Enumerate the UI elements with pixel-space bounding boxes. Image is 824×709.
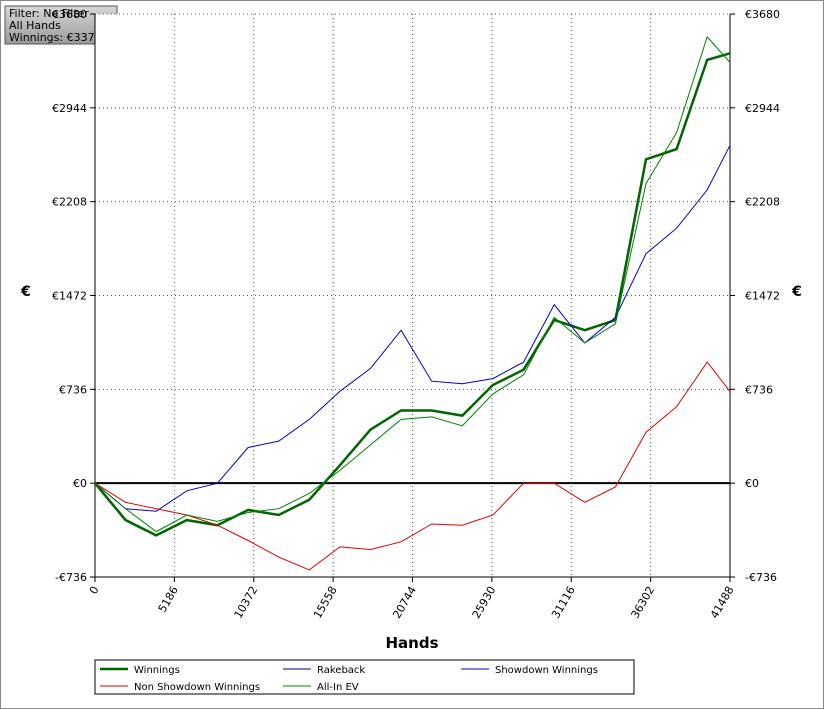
y-tick-label: -€736: [55, 571, 87, 584]
y-tick-label: €3680: [52, 8, 87, 21]
series-line: [94, 52, 731, 537]
legend-label: Showdown Winnings: [495, 665, 598, 676]
legend-label: Rakeback: [317, 665, 365, 676]
series-line: [94, 35, 731, 533]
y-axis-label: €: [20, 284, 31, 300]
y2-axis-label: €: [791, 284, 802, 300]
y2-tick-label: €2208: [745, 196, 780, 209]
info-line: Winnings: €3371.52: [9, 31, 119, 44]
y2-tick-label: €1472: [745, 290, 780, 303]
legend-label: All-In EV: [317, 682, 359, 693]
y-tick-label: €1472: [52, 290, 87, 303]
series-line: [94, 361, 731, 571]
y-tick-label: €2208: [52, 196, 87, 209]
legend: [94, 659, 635, 695]
info-line: Filter: No Filter: [9, 7, 89, 20]
x-axis-label: Hands: [385, 634, 438, 652]
legend-label: Non Showdown Winnings: [134, 682, 260, 693]
y-tick-label: €736: [59, 383, 87, 396]
legend-label: Winnings: [134, 665, 180, 676]
y-tick-label: €0: [73, 477, 87, 490]
y2-tick-label: €736: [745, 383, 773, 396]
series-line: [94, 145, 731, 512]
y2-tick-label: -€736: [745, 571, 777, 584]
y2-tick-label: €3680: [745, 8, 780, 21]
info-line: All Hands: [9, 19, 61, 32]
y-tick-label: €2944: [52, 102, 87, 115]
y2-tick-label: €0: [745, 477, 759, 490]
y2-tick-label: €2944: [745, 102, 780, 115]
